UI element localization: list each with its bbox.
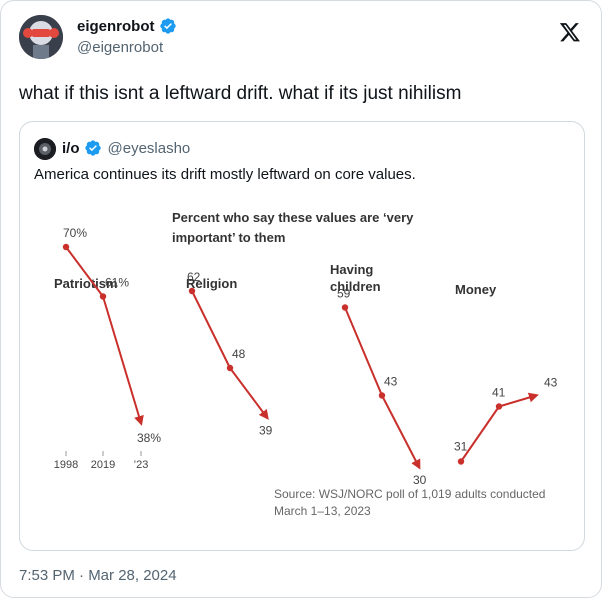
series-patriotism-point-2 (99, 293, 107, 300)
values-chart: Percent who say these values are ‘very i… (54, 210, 558, 518)
chart-title-line2: important’ to them (172, 230, 285, 245)
tweet-text: what if this isnt a leftward drift. what… (19, 83, 462, 104)
series-religion-segment-2 (229, 367, 269, 420)
x-logo-icon[interactable] (559, 21, 581, 43)
series-money-label-2: 41 (492, 386, 506, 400)
series-having-children: 59 43 30 (337, 287, 427, 488)
series-patriotism-label-1: 70% (63, 226, 87, 240)
author-display-name[interactable]: eigenrobot (77, 17, 155, 35)
series-money: 31 41 43 (454, 376, 558, 465)
quoted-avatar-icon (34, 138, 56, 160)
series-patriotism-segment-1 (65, 246, 104, 298)
quoted-author-avatar[interactable] (34, 138, 56, 160)
series-having-children-point-1 (341, 304, 349, 311)
quoted-verified-badge-icon (84, 140, 101, 156)
x-label-23: ’23 (134, 459, 149, 471)
series-religion-point-1 (188, 287, 196, 295)
author-avatar[interactable] (19, 15, 63, 59)
series-religion-label-1: 62 (187, 270, 201, 284)
series-money-segment-2 (498, 392, 539, 408)
verified-badge-icon (159, 18, 176, 34)
series-having-children-segment-2 (381, 395, 421, 470)
author-handle[interactable]: @eigenrobot (77, 39, 164, 56)
series-money-label-1: 31 (454, 440, 468, 454)
series-religion-point-2 (226, 364, 234, 372)
series-patriotism: 70% 61% 38% (62, 226, 161, 445)
chart-series-layer: 70% 61% 38% 62 48 39 59 43 30 31 41 43 (62, 226, 558, 488)
series-religion-segment-1 (191, 290, 231, 369)
series-patriotism-segment-2 (102, 296, 144, 426)
chart-source-line2: March 1–13, 2023 (274, 504, 371, 518)
series-patriotism-label-2: 61% (105, 276, 129, 290)
series-religion-label-3: 39 (259, 424, 273, 438)
x-label-1998: 1998 (54, 459, 78, 471)
series-having-children-point-2 (378, 392, 386, 399)
series-religion: 62 48 39 (187, 270, 273, 438)
chart-title-line1: Percent who say these values are ‘very (172, 210, 414, 225)
series-label-children: children (330, 279, 381, 294)
robot-avatar-icon (19, 15, 63, 59)
series-having-children-label-3: 30 (413, 473, 427, 487)
series-having-children-segment-1 (344, 307, 383, 396)
series-having-children-label-1: 59 (337, 287, 351, 301)
x-axis: 1998 2019 ’23 (54, 451, 149, 471)
series-label-having: Having (330, 262, 373, 277)
series-patriotism-point-1 (62, 243, 70, 251)
series-religion-label-2: 48 (232, 347, 246, 361)
series-patriotism-label-3: 38% (137, 431, 161, 445)
tweet-timestamp[interactable]: 7:53 PM · Mar 28, 2024 (19, 567, 177, 584)
quoted-tweet[interactable]: i/o @eyeslasho America continues its dri… (19, 121, 585, 551)
series-having-children-label-2: 43 (384, 375, 398, 389)
author-block: eigenrobot @eigenrobot (77, 17, 177, 56)
quoted-author-block: i/o @eyeslasho (62, 139, 190, 157)
series-label-religion: Religion (186, 276, 237, 291)
series-money-segment-1 (460, 405, 500, 463)
quoted-display-name[interactable]: i/o (62, 139, 80, 157)
series-label-patriotism: Patriotism (54, 276, 118, 291)
series-money-point-1 (457, 458, 465, 465)
quoted-handle[interactable]: @eyeslasho (107, 139, 191, 157)
series-money-point-2 (495, 403, 503, 410)
chart-source-line1: Source: WSJ/NORC poll of 1,019 adults co… (274, 487, 545, 501)
series-money-label-3: 43 (544, 376, 558, 390)
series-label-money: Money (455, 282, 497, 297)
x-label-2019: 2019 (91, 459, 115, 471)
quoted-text: America continues its drift mostly leftw… (34, 166, 416, 183)
